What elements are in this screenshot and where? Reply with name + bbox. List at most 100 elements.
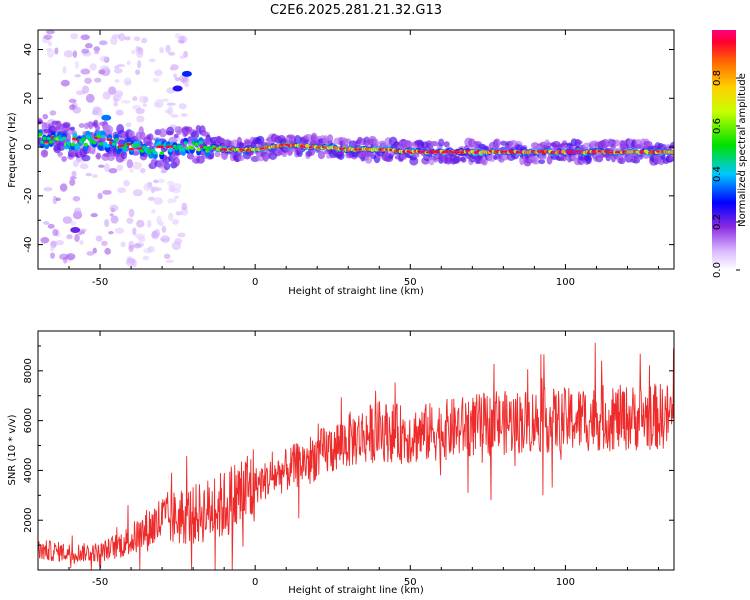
heatmap-cell (163, 253, 171, 260)
heatmap-cell (669, 141, 674, 149)
heatmap-cell (85, 172, 93, 177)
heatmap-cell (97, 192, 103, 200)
heatmap-cell (114, 227, 125, 234)
heatmap-cell (104, 218, 110, 228)
heatmap-cell (151, 209, 156, 214)
heatmap-cell (46, 30, 55, 35)
heatmap-cell (93, 77, 102, 83)
heatmap-cell (156, 215, 162, 225)
snr-y-label: SNR (10 * v/v) (7, 414, 18, 485)
heatmap-cell (364, 154, 373, 164)
heatmap-cell (52, 228, 59, 237)
heatmap-cell (108, 231, 114, 235)
heatmap-cell (161, 98, 169, 102)
heatmap-cell (135, 69, 141, 75)
heatmap-x-ticks: -50 0 50 100 (37, 30, 659, 288)
heatmap-cell (43, 221, 50, 225)
heatmap-cell (88, 121, 94, 130)
heatmap-cell (168, 148, 173, 153)
heatmap-cell (42, 113, 49, 120)
heatmap-cell (69, 176, 77, 180)
heatmap-cell (214, 151, 221, 158)
heatmap-cell (153, 179, 159, 184)
heatmap-cell (99, 40, 108, 46)
snr-x-ticks: -50 0 50 100 (37, 331, 659, 588)
heatmap-cell (52, 195, 58, 205)
heatmap-cell (132, 227, 137, 236)
heatmap-x-tick-label: -50 (92, 277, 108, 288)
heatmap-y-tick-label: 20 (23, 92, 34, 105)
heatmap-cell (102, 91, 111, 100)
heatmap-cell (181, 70, 192, 77)
heatmap-cell (140, 37, 148, 44)
heatmap-x-tick-label: 0 (252, 277, 258, 288)
snr-y-tick-label: 8000 (23, 358, 34, 383)
heatmap-cell (181, 202, 188, 211)
heatmap-cell (116, 164, 124, 171)
heatmap-cell (98, 142, 104, 146)
heatmap-cell (143, 183, 152, 192)
heatmap-cell (148, 58, 156, 63)
snr-x-tick-label: 100 (556, 577, 575, 588)
heatmap-cell (111, 142, 117, 146)
heatmap-cell (40, 149, 49, 158)
heatmap-cell (92, 140, 97, 145)
heatmap-cell (460, 156, 467, 163)
heatmap-cell (102, 189, 112, 195)
heatmap-cell (81, 154, 91, 162)
snr-x-label: Height of straight line (km) (288, 585, 424, 596)
heatmap-cell (443, 141, 450, 148)
heatmap-cell (83, 142, 88, 147)
heatmap-cell (93, 46, 101, 52)
heatmap-cell (117, 187, 127, 194)
heatmap-cell (203, 145, 208, 150)
heatmap-cell (110, 215, 119, 224)
snr-series-line (38, 342, 674, 570)
heatmap-cell (115, 109, 124, 116)
heatmap-cell (89, 63, 97, 71)
colorbar-bar (712, 30, 736, 270)
heatmap-x-tick-label: 100 (556, 277, 575, 288)
heatmap-cell (104, 125, 114, 134)
heatmap-cell (46, 136, 52, 141)
heatmap-cells (38, 30, 674, 268)
heatmap-cell (40, 236, 50, 244)
heatmap-cell (80, 68, 91, 75)
heatmap-cell (113, 138, 119, 142)
heatmap-cell (128, 148, 135, 151)
heatmap-cell (71, 170, 77, 177)
heatmap-cell (128, 130, 136, 138)
colorbar-tick-label: 0.0 (712, 262, 723, 278)
heatmap-cell (38, 119, 44, 125)
heatmap-y-tick-label: -20 (23, 188, 34, 204)
heatmap-cell (438, 138, 445, 147)
heatmap-cell (42, 136, 47, 141)
snr-y-ticks: 2000 4000 6000 8000 (23, 345, 674, 546)
heatmap-cell (81, 48, 90, 54)
heatmap-cell (79, 228, 87, 232)
heatmap-cell (116, 64, 126, 68)
snr-y-tick-label: 2000 (23, 507, 34, 532)
heatmap-cell (147, 245, 155, 253)
heatmap-cell (138, 236, 146, 243)
heatmap-cell (132, 189, 143, 197)
heatmap-panel: -50 0 50 100 -40 -20 0 20 40 Height of straight… (7, 29, 675, 297)
heatmap-frame (37, 29, 675, 270)
heatmap-cell (165, 44, 171, 53)
heatmap-cell (98, 164, 105, 168)
heatmap-cell (112, 94, 122, 102)
heatmap-cell (57, 151, 63, 159)
heatmap-cell (126, 60, 131, 66)
snr-x-tick-label: 50 (404, 577, 417, 588)
heatmap-y-label: Frequency (Hz) (7, 112, 18, 188)
heatmap-cell (125, 122, 132, 128)
heatmap-cell (173, 156, 180, 167)
heatmap-cell (133, 36, 141, 42)
heatmap-cell (158, 128, 167, 138)
heatmap-cell (80, 34, 90, 41)
heatmap-cell (166, 180, 175, 187)
heatmap-cell (95, 124, 101, 132)
snr-y-tick-label: 4000 (23, 458, 34, 483)
heatmap-cell (194, 142, 199, 147)
heatmap-cell (86, 251, 95, 256)
